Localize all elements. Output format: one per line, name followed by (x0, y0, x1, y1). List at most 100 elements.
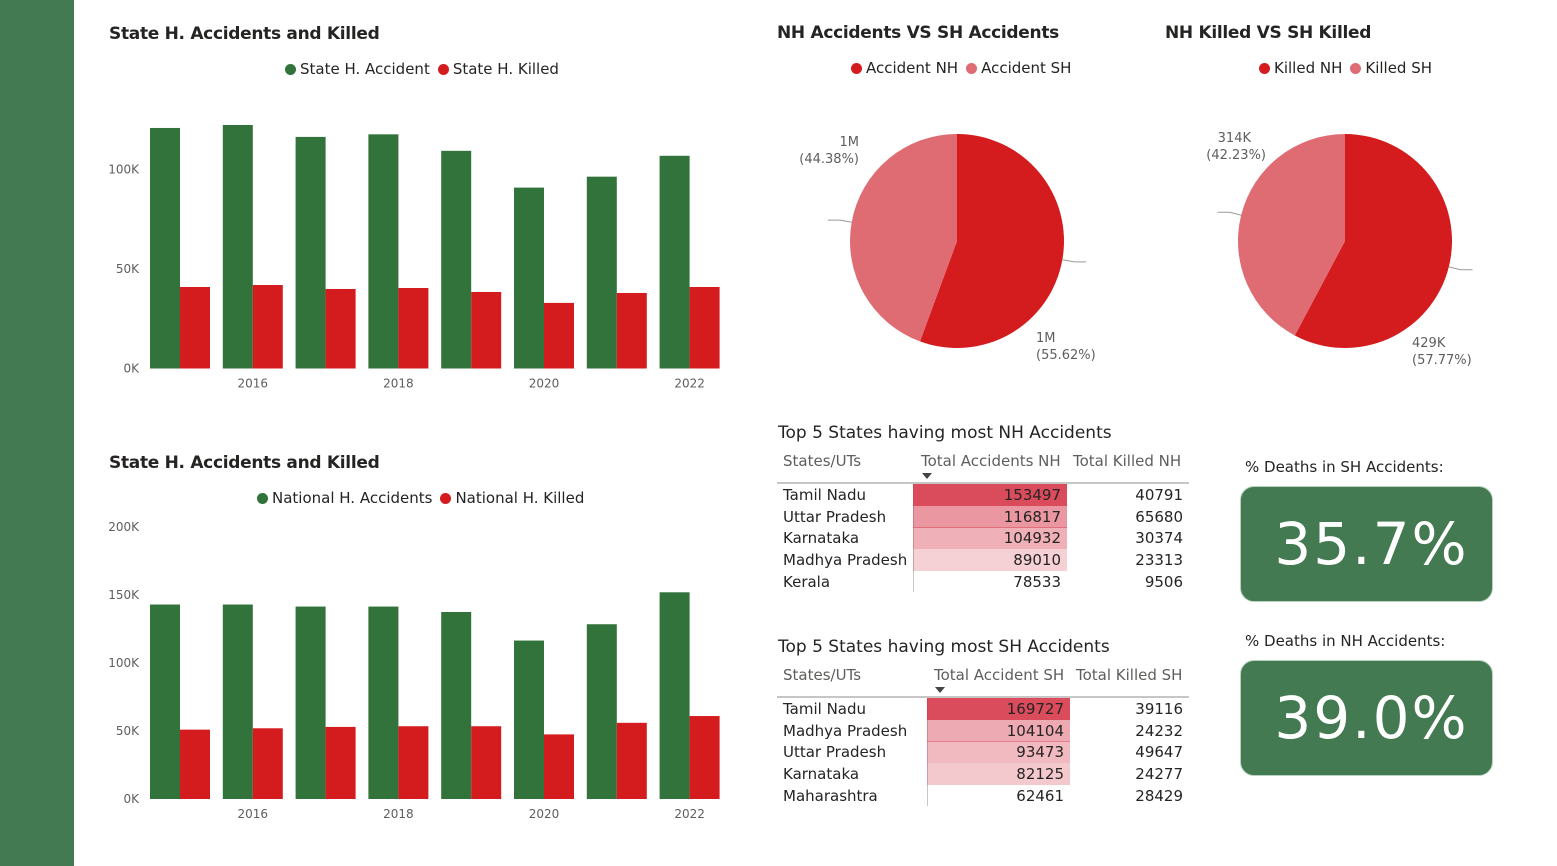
sh-accidents-table[interactable]: States/UTs Total Accident SH Total Kille… (777, 666, 1189, 808)
cell-killed: 23313 (1135, 551, 1183, 570)
legend-label: Accident SH (981, 59, 1072, 77)
column-header-state[interactable]: States/UTs (783, 666, 862, 684)
bar-state-h-killed2021[interactable] (616, 292, 647, 369)
bar-national-h-accidents2021[interactable] (586, 624, 617, 799)
bar-national-h-accidents2019[interactable] (441, 612, 472, 799)
legend-item-national-killed[interactable]: National H. Killed (440, 489, 584, 507)
x-tick-label: 2016 (238, 807, 269, 821)
kpi-sh-card: 35.7% (1240, 486, 1493, 602)
pie-slice-killed-nh[interactable] (1294, 134, 1452, 348)
bar-state-h-accident2016[interactable] (222, 124, 253, 369)
bar-state-h-accident2019[interactable] (441, 150, 472, 369)
cell-accidents: 104104 (927, 719, 1070, 742)
bar-national-h-killed2022[interactable] (689, 716, 720, 799)
bar-state-h-accident2021[interactable] (586, 176, 617, 369)
legend-item-killed-sh[interactable]: Killed SH (1350, 59, 1432, 77)
x-tick-label: 2022 (674, 377, 705, 391)
column-header-accidents[interactable]: Total Accident SH (934, 666, 1065, 684)
bar-national-h-killed2015[interactable] (180, 729, 210, 799)
cell-accidents: 116817 (913, 505, 1067, 528)
legend-label: State H. Killed (452, 60, 559, 78)
legend-dot-pink (966, 62, 978, 74)
legend-label: Killed SH (1365, 59, 1433, 77)
pie-slice-killed-sh[interactable] (1238, 134, 1345, 336)
legend-dot-red (437, 63, 449, 75)
cell-killed: 9506 (1144, 572, 1183, 591)
header-divider (777, 696, 1189, 698)
legend-item-state-accident[interactable]: State H. Accident (285, 60, 430, 78)
cell-accidents: 82125 (927, 763, 1070, 786)
nh-vs-sh-killed-pie[interactable]: 429K (57.77%) 314K (42.23%) (1180, 120, 1520, 380)
nh-accidents-table[interactable]: States/UTs Total Accidents NH Total Kill… (777, 452, 1189, 594)
bar-national-h-accidents2022[interactable] (659, 592, 690, 799)
pie1-legend[interactable]: Accident NH Accident SH (851, 59, 1079, 77)
legend-item-state-killed[interactable]: State H. Killed (437, 60, 559, 78)
cell-accidents: 89010 (913, 549, 1067, 572)
bar-national-h-killed2018[interactable] (398, 726, 429, 799)
bar-national-h-killed2019[interactable] (471, 726, 502, 799)
cell-killed: 65680 (1135, 507, 1183, 526)
y-tick-label: 200K (108, 520, 140, 534)
bar-state-h-accident2022[interactable] (659, 155, 690, 369)
bar-state-h-killed2016[interactable] (252, 285, 283, 369)
cell-state: Uttar Pradesh (783, 507, 887, 526)
cell-state: Maharashtra (783, 786, 878, 805)
cell-state: Karnataka (783, 765, 860, 784)
bar-state-h-killed2020[interactable] (544, 302, 574, 369)
bar-state-h-killed2018[interactable] (398, 287, 429, 369)
kpi-sh-label: % Deaths in SH Accidents: (1245, 458, 1444, 476)
bar-national-h-killed2020[interactable] (544, 734, 574, 799)
legend-item-accident-sh[interactable]: Accident SH (966, 59, 1071, 77)
sort-descending-icon[interactable] (935, 687, 945, 693)
bar-national-h-killed2016[interactable] (252, 728, 283, 799)
sort-descending-icon[interactable] (922, 473, 932, 479)
legend-dot-green (257, 492, 268, 504)
bar-state-h-accident2017[interactable] (295, 136, 326, 369)
bar-national-h-killed2017[interactable] (325, 726, 356, 799)
header-divider (777, 482, 1189, 484)
legend-item-national-accidents[interactable]: National H. Accidents (257, 489, 432, 507)
leader-line (1062, 259, 1087, 263)
bar-state-h-killed2015[interactable] (180, 286, 210, 369)
bar-national-h-accidents2017[interactable] (295, 606, 326, 799)
column-header-state[interactable]: States/UTs (783, 452, 862, 470)
bar-national-h-accidents2016[interactable] (222, 604, 253, 799)
cell-state: Karnataka (783, 529, 860, 548)
bar-national-h-accidents2018[interactable] (368, 606, 399, 799)
column-header-killed[interactable]: Total Killed SH (1076, 666, 1183, 684)
cell-accidents: 78533 (1013, 572, 1061, 591)
legend-item-killed-nh[interactable]: Killed NH (1259, 59, 1342, 77)
cell-accidents: 169727 (927, 698, 1070, 720)
legend-dot-red (1259, 62, 1270, 74)
bar-state-h-accident2015[interactable] (150, 127, 180, 369)
bar-state-h-accident2020[interactable] (514, 187, 544, 369)
chart2-legend[interactable]: National H. Accidents National H. Killed (257, 489, 592, 507)
pie2-legend[interactable]: Killed NH Killed SH (1259, 59, 1440, 77)
pie-slice-accident-nh[interactable] (919, 134, 1064, 348)
column-header-killed[interactable]: Total Killed NH (1073, 452, 1182, 470)
state-highway-bar-chart[interactable]: 0K 50K 100K 2016 2018 2020 2022 (90, 110, 740, 400)
national-highway-bar-chart[interactable]: 0K 50K 100K 150K 200K 2016 2018 2020 2022 (90, 515, 740, 830)
data-label-value: 1M (840, 135, 860, 150)
bar-national-h-accidents2015[interactable] (150, 604, 180, 799)
bar-national-h-accidents2020[interactable] (514, 640, 544, 799)
bar-state-h-killed2017[interactable] (325, 288, 356, 369)
legend-item-accident-nh[interactable]: Accident NH (851, 59, 958, 77)
cell-state: Tamil Nadu (783, 486, 867, 504)
bar-national-h-killed2021[interactable] (616, 722, 647, 799)
bar-state-h-killed2019[interactable] (471, 291, 502, 369)
nh-vs-sh-accidents-pie[interactable]: 1M (55.62%) 1M (44.38%) (790, 120, 1130, 380)
column-header-accidents[interactable]: Total Accidents NH (921, 452, 1061, 470)
bar-state-h-killed2022[interactable] (689, 286, 720, 369)
legend-label: Killed NH (1274, 59, 1343, 77)
bar-state-h-accident2018[interactable] (368, 134, 399, 369)
cell-accidents: 62461 (1016, 786, 1064, 805)
legend-label: National H. Killed (455, 489, 585, 507)
legend-label: Accident NH (866, 59, 959, 77)
cell-killed: 30374 (1135, 529, 1183, 548)
pie-slice-accident-sh[interactable] (850, 134, 957, 342)
chart1-legend[interactable]: State H. Accident State H. Killed (285, 60, 567, 78)
leader-line (827, 219, 852, 223)
pie1-title: NH Accidents VS SH Accidents (777, 23, 1059, 43)
cell-killed: 28429 (1135, 786, 1183, 805)
